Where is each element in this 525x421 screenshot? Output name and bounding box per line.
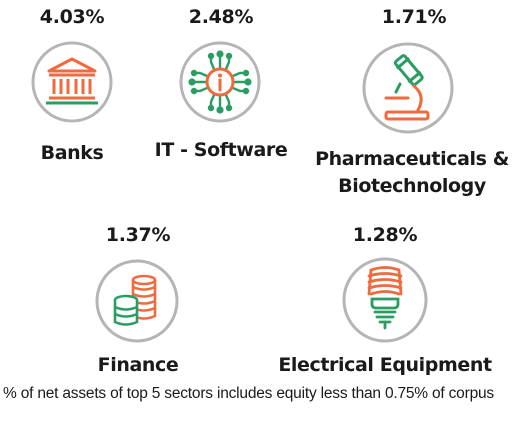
finance-label: Finance <box>97 354 179 376</box>
pharma-label-line1: Pharmaceuticals & <box>315 148 509 170</box>
chip-icon <box>179 41 261 123</box>
microscope-icon <box>362 42 454 134</box>
electrical-percentage: 1.28% <box>352 224 418 246</box>
finance-percentage: 1.37% <box>105 224 171 246</box>
banks-label: Banks <box>40 142 104 164</box>
bank-icon <box>31 41 113 123</box>
footnote: % of net assets of top 5 sectors include… <box>3 385 494 402</box>
pharma-percentage: 1.71% <box>381 6 447 28</box>
it-software-label: IT - Software <box>154 139 288 161</box>
bulb-icon <box>342 257 428 343</box>
it-software-percentage: 2.48% <box>188 6 254 28</box>
pharma-label-line2: Biotechnology <box>338 175 486 197</box>
coins-icon <box>95 259 179 343</box>
banks-percentage: 4.03% <box>39 6 105 28</box>
electrical-label: Electrical Equipment <box>278 354 492 376</box>
